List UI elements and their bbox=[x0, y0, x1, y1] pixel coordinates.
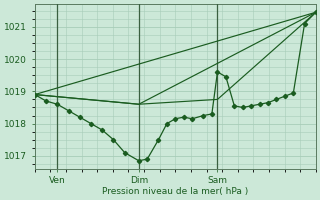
X-axis label: Pression niveau de la mer( hPa ): Pression niveau de la mer( hPa ) bbox=[102, 187, 248, 196]
